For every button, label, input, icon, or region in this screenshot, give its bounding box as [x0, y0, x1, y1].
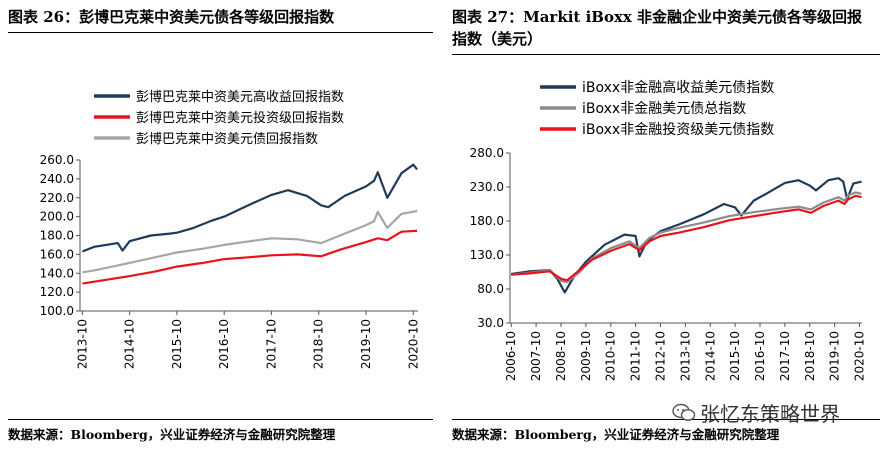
right-source-rule	[452, 419, 880, 420]
right-x-tick-label-0: 2006-10	[504, 331, 518, 381]
left-x-tick-label-5: 2018-10	[312, 319, 326, 369]
right-x-tick-label-11: 2017-10	[778, 331, 792, 381]
right-x-tick-label-1: 2007-10	[529, 331, 543, 381]
right-x-tick-label-13: 2019-10	[828, 331, 842, 381]
left-y-tick-label-1: 240.0	[40, 172, 74, 186]
left-title-rule	[8, 32, 433, 33]
right-series-line-2	[511, 194, 862, 282]
right-x-tick-label-14: 2020-10	[853, 331, 867, 381]
right-chart-title: 图表 27：Markit iBoxx 非金融企业中资美元债各等级回报指数（美元）	[452, 8, 863, 48]
right-x-tick-label-4: 2010-10	[604, 331, 618, 381]
right-y-tick-label-0: 280.0	[470, 146, 504, 160]
right-series-line-0	[511, 177, 862, 294]
left-series-line-2	[82, 209, 418, 274]
left-chart-title: 图表 26：彭博巴克莱中资美元债各等级回报指数	[8, 8, 335, 26]
left-series-line-1	[82, 229, 418, 285]
right-x-tick-label-12: 2018-10	[803, 331, 817, 381]
left-line-chart: 彭博巴克莱中资美元高收益回报指数彭博巴克莱中资美元投资级回报指数彭博巴克莱中资美…	[40, 89, 421, 369]
left-x-tick-label-6: 2019-10	[359, 319, 373, 369]
right-x-tick-label-9: 2015-10	[728, 331, 742, 381]
right-x-tick-label-7: 2013-10	[678, 331, 692, 381]
right-x-tick-label-8: 2014-10	[703, 331, 717, 381]
left-y-tick-label-3: 200.0	[40, 210, 74, 224]
right-x-tick-label-5: 2011-10	[629, 331, 643, 381]
right-line-chart: iBoxx非金融高收益美元债指数 iBoxx非金融美元债总指数 iBoxx非金融投资…	[470, 79, 867, 381]
left-x-tick-label-3: 2016-10	[217, 319, 231, 369]
right-x-tick-label-10: 2016-10	[753, 331, 767, 381]
right-legend-label-2: iBoxx非金融投资级美元债指数	[582, 122, 774, 138]
left-y-tick-label-2: 220.0	[40, 191, 74, 205]
right-legend-label-1: iBoxx非金融美元债总指数	[582, 101, 746, 117]
right-y-tick-label-4: 80.0	[477, 282, 504, 296]
right-y-tick-label-3: 130.0	[470, 248, 504, 262]
right-x-tick-label-2: 2008-10	[554, 331, 568, 381]
left-source-rule	[8, 419, 433, 420]
left-legend-label-2: 彭博巴克莱中资美元债回报指数	[136, 132, 318, 147]
right-source-note: 数据来源：Bloomberg，兴业证券经济与金融研究院整理	[452, 427, 780, 442]
left-y-tick-label-7: 120.0	[40, 285, 74, 299]
left-x-tick-label-0: 2013-10	[75, 319, 89, 369]
right-y-tick-label-1: 230.0	[470, 180, 504, 194]
left-x-tick-label-2: 2015-10	[170, 319, 184, 369]
right-y-tick-label-5: 30.0	[477, 316, 504, 330]
watermark-text: 张忆东策略世界	[700, 402, 840, 426]
right-x-tick-label-3: 2009-10	[579, 331, 593, 381]
left-x-tick-label-1: 2014-10	[123, 319, 137, 369]
left-legend-label-0: 彭博巴克莱中资美元高收益回报指数	[136, 89, 344, 105]
left-y-tick-label-5: 160.0	[40, 247, 74, 261]
right-legend-label-0: iBoxx非金融高收益美元债指数	[582, 79, 774, 96]
left-legend-label-1: 彭博巴克莱中资美元投资级回报指数	[136, 110, 344, 126]
left-y-tick-label-8: 100.0	[40, 304, 74, 318]
right-title-rule	[452, 54, 880, 55]
watermark: 张忆东策略世界	[672, 398, 840, 427]
left-x-tick-label-4: 2017-10	[264, 319, 278, 369]
left-y-tick-label-6: 140.0	[40, 266, 74, 280]
right-x-tick-label-6: 2012-10	[654, 331, 668, 381]
right-series-line-1	[511, 191, 862, 284]
left-y-tick-label-4: 180.0	[40, 229, 74, 243]
right-y-tick-label-2: 180.0	[470, 214, 504, 228]
left-series-line-0	[81, 163, 418, 253]
wechat-bubble-icon	[672, 403, 696, 421]
left-y-tick-label-0: 260.0	[40, 153, 74, 167]
left-x-tick-label-7: 2020-10	[406, 319, 420, 369]
left-source-note: 数据来源：Bloomberg，兴业证券经济与金融研究院整理	[8, 427, 336, 442]
